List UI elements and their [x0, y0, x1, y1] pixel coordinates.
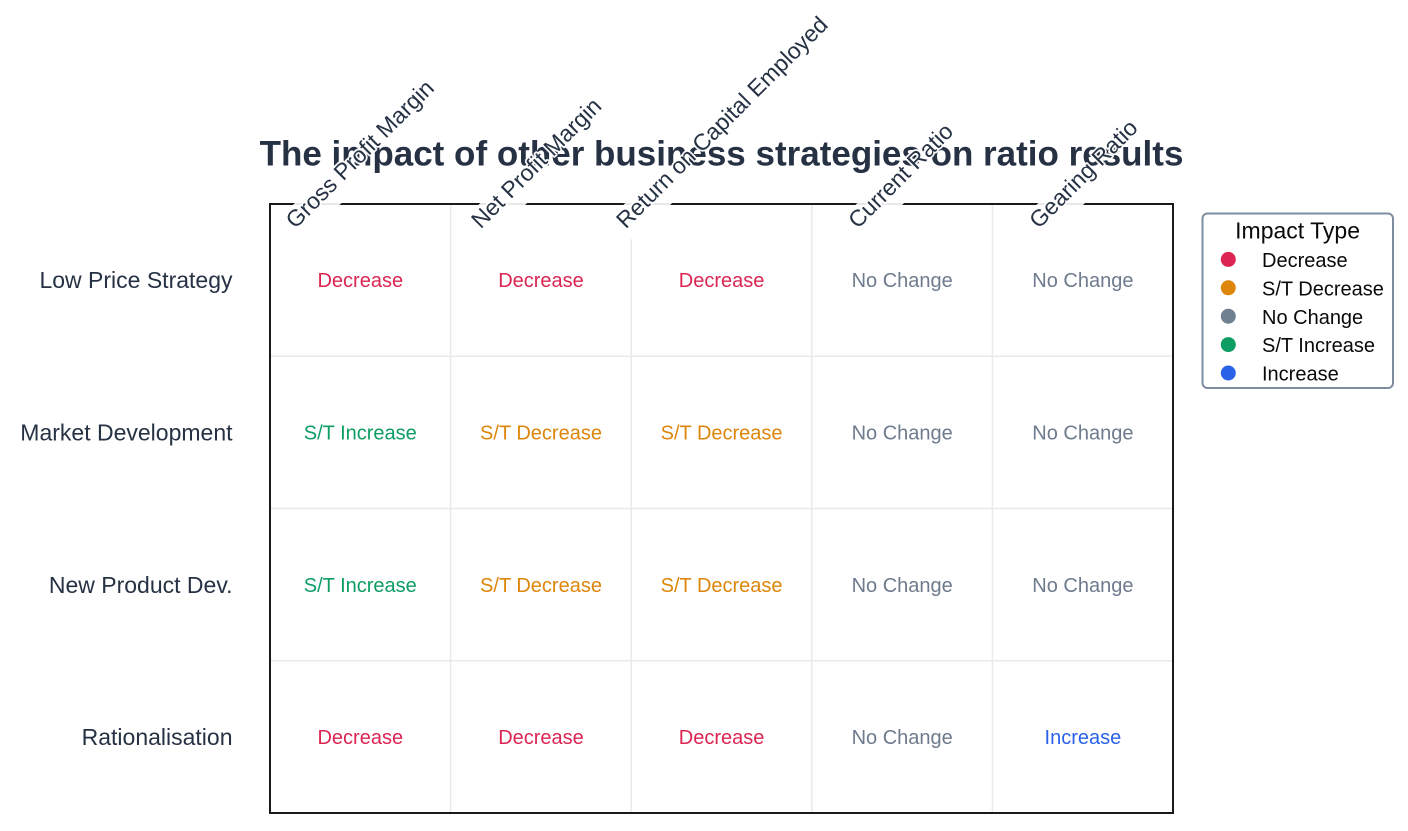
- svg-text:Decrease: Decrease: [317, 727, 403, 749]
- svg-text:Rationalisation: Rationalisation: [82, 724, 233, 750]
- svg-text:Low Price Strategy: Low Price Strategy: [39, 267, 233, 293]
- svg-text:Decrease: Decrease: [679, 727, 765, 749]
- svg-text:Decrease: Decrease: [1262, 250, 1348, 272]
- svg-text:S/T Increase: S/T Increase: [1262, 335, 1375, 357]
- svg-text:Decrease: Decrease: [498, 727, 584, 749]
- svg-text:S/T Increase: S/T Increase: [304, 575, 417, 597]
- svg-text:Decrease: Decrease: [498, 270, 584, 292]
- svg-text:New Product Dev.: New Product Dev.: [49, 572, 233, 598]
- svg-text:Impact Type: Impact Type: [1235, 218, 1360, 244]
- svg-text:S/T Increase: S/T Increase: [304, 423, 417, 445]
- svg-text:No Change: No Change: [852, 575, 953, 597]
- svg-text:No Change: No Change: [852, 727, 953, 749]
- svg-text:No Change: No Change: [1032, 270, 1133, 292]
- svg-text:No Change: No Change: [1032, 575, 1133, 597]
- svg-text:S/T Decrease: S/T Decrease: [1262, 278, 1384, 300]
- svg-text:No Change: No Change: [1262, 307, 1363, 329]
- svg-text:S/T Decrease: S/T Decrease: [661, 423, 783, 445]
- svg-text:Market Development: Market Development: [20, 420, 233, 446]
- svg-text:The impact of other business s: The impact of other business strategies …: [260, 135, 1184, 174]
- svg-text:No Change: No Change: [852, 423, 953, 445]
- svg-text:Decrease: Decrease: [317, 270, 403, 292]
- svg-text:S/T Decrease: S/T Decrease: [480, 423, 602, 445]
- svg-text:Decrease: Decrease: [679, 270, 765, 292]
- svg-text:No Change: No Change: [1032, 423, 1133, 445]
- svg-text:S/T Decrease: S/T Decrease: [480, 575, 602, 597]
- svg-text:No Change: No Change: [852, 270, 953, 292]
- svg-text:S/T Decrease: S/T Decrease: [661, 575, 783, 597]
- svg-text:Increase: Increase: [1262, 364, 1339, 386]
- svg-text:Increase: Increase: [1045, 727, 1122, 749]
